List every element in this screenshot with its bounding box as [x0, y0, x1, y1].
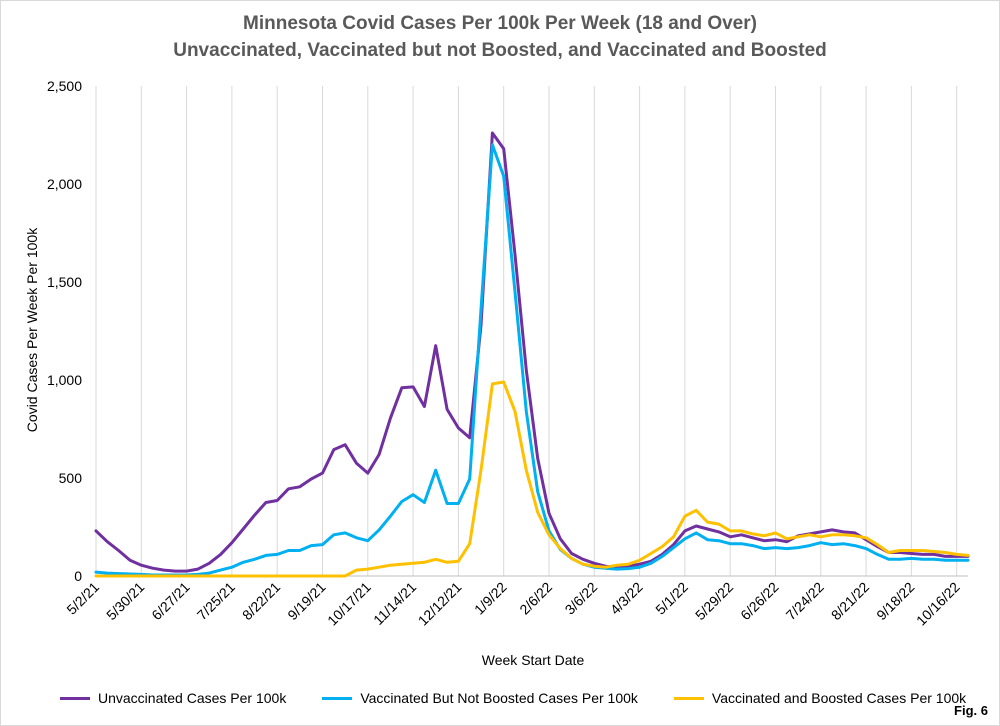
x-tick-label: 10/16/22 — [913, 579, 963, 629]
x-tick-label: 3/6/22 — [562, 579, 601, 618]
y-tick-label: 1,000 — [47, 372, 82, 388]
series-line-2 — [94, 143, 970, 577]
legend-label-unvaccinated: Unvaccinated Cases Per 100k — [98, 690, 287, 706]
x-tick-label: 5/30/21 — [103, 579, 147, 623]
y-tick-label: 2,000 — [47, 176, 82, 192]
x-tick-label: 5/1/22 — [652, 579, 691, 618]
x-tick-label: 5/2/21 — [63, 579, 102, 618]
y-axis-label: Covid Cases Per Week Per 100k — [24, 227, 40, 433]
x-tick-label: 7/24/22 — [783, 579, 827, 623]
x-tick-label: 4/3/22 — [607, 579, 646, 618]
y-tick-label: 2,500 — [47, 78, 82, 94]
x-tick-label: 5/29/22 — [692, 579, 736, 623]
x-tick-label: 10/17/21 — [324, 579, 374, 629]
y-tick-label: 1,500 — [47, 274, 82, 290]
legend: Unvaccinated Cases Per 100k Vaccinated B… — [60, 690, 966, 706]
x-tick-label: 1/9/22 — [471, 579, 510, 618]
x-tick-label: 7/25/21 — [194, 579, 238, 623]
chart-title-block: Minnesota Covid Cases Per 100k Per Week … — [0, 10, 1000, 64]
legend-item-vaccinated-not-boosted: Vaccinated But Not Boosted Cases Per 100… — [322, 690, 638, 706]
x-tick-label: 8/21/22 — [828, 579, 872, 623]
y-tick-label: 0 — [74, 568, 82, 584]
chart-subtitle: Unvaccinated, Vaccinated but not Boosted… — [173, 40, 827, 61]
legend-swatch-vaccinated-not-boosted — [322, 696, 353, 700]
x-tick-label: 9/19/21 — [284, 579, 328, 623]
x-tick-label: 6/27/21 — [148, 579, 192, 623]
series-line-3 — [94, 380, 970, 578]
x-axis-label: Week Start Date — [481, 652, 585, 668]
legend-label-vaccinated-not-boosted: Vaccinated But Not Boosted Cases Per 100… — [360, 690, 638, 706]
legend-item-vaccinated-boosted: Vaccinated and Boosted Cases Per 100k — [673, 690, 967, 706]
legend-label-vaccinated-boosted: Vaccinated and Boosted Cases Per 100k — [711, 690, 967, 706]
figure-label: Fig. 6 — [954, 703, 988, 718]
y-tick-label: 500 — [59, 470, 83, 486]
x-tick-label: 11/14/21 — [370, 579, 419, 628]
chart-title: Minnesota Covid Cases Per 100k Per Week … — [243, 13, 757, 34]
legend-swatch-unvaccinated — [60, 696, 90, 700]
x-tick-label: 12/12/21 — [415, 579, 465, 629]
x-tick-label: 6/26/22 — [737, 579, 781, 623]
legend-item-unvaccinated: Unvaccinated Cases Per 100k — [60, 690, 286, 706]
x-tick-label: 9/18/22 — [873, 579, 917, 623]
x-tick-label: 2/6/22 — [516, 579, 555, 618]
series-line-1 — [94, 131, 970, 573]
x-tick-label: 8/22/21 — [239, 579, 283, 623]
legend-swatch-vaccinated-boosted — [673, 696, 704, 700]
